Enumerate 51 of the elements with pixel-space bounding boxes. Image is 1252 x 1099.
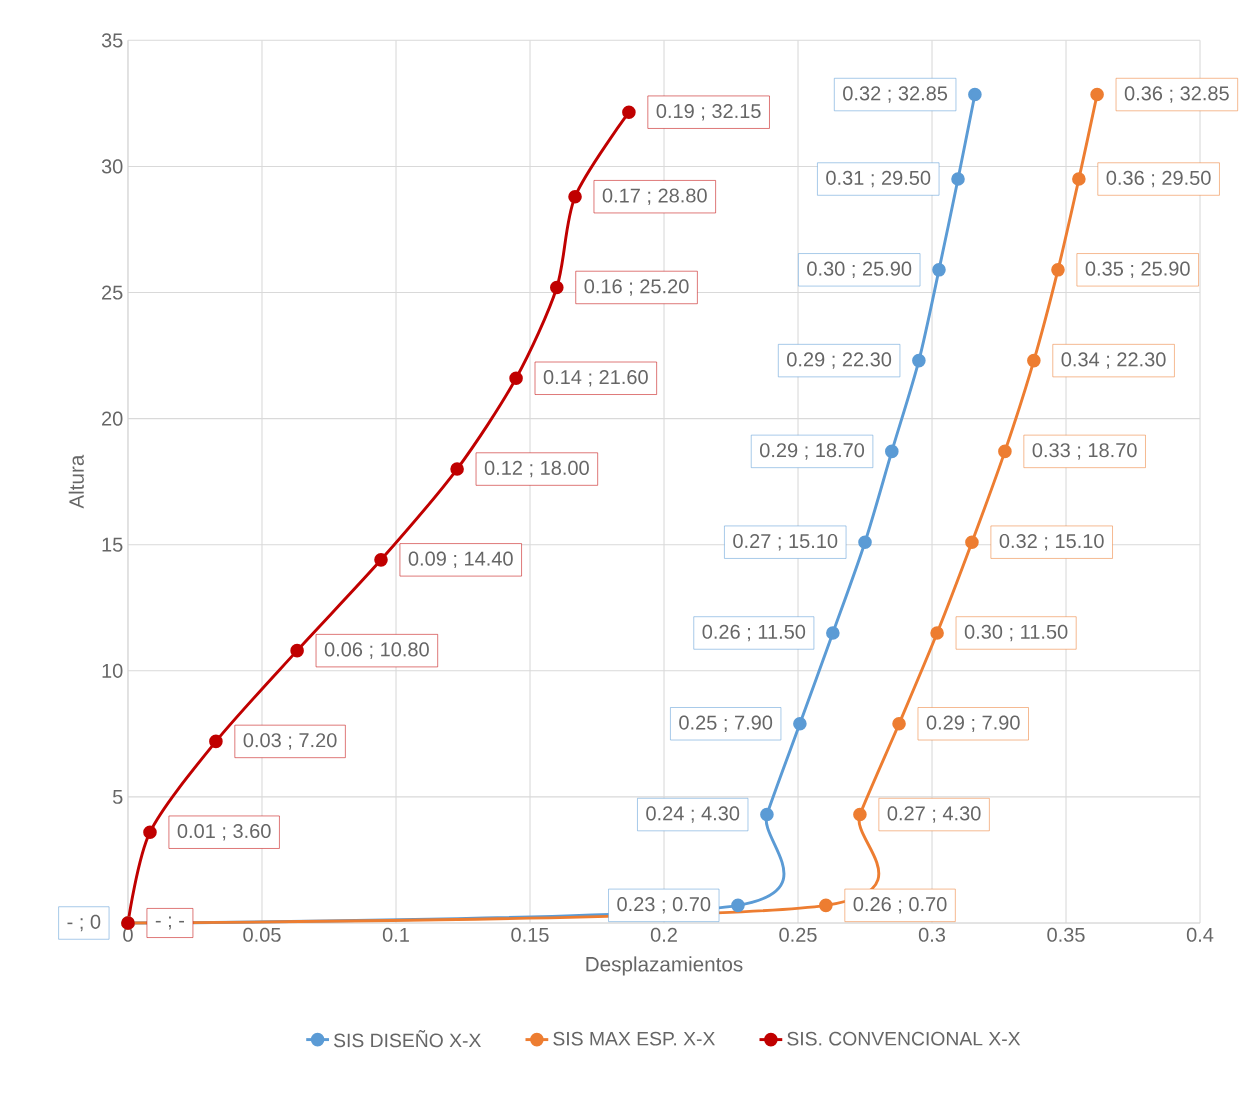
data-label: 0.35 ; 25.90 <box>1085 261 1190 279</box>
data-label: 0.26 ; 11.50 <box>702 624 806 642</box>
x-tick-label: 0.1 <box>382 927 409 942</box>
data-label: 0.31 ; 29.50 <box>826 170 931 188</box>
x-tick-label: 0.25 <box>779 927 817 942</box>
legend-label: SIS. CONVENCIONAL X-X <box>787 1031 1021 1046</box>
data-label: 0.01 ; 3.60 <box>177 823 271 841</box>
legend-label: SIS DISEÑO X-X <box>333 1030 481 1048</box>
data-label: 0.27 ; 15.10 <box>733 533 838 551</box>
x-tick-label: 0.2 <box>650 927 677 942</box>
data-label: 0.36 ; 32.85 <box>1124 86 1229 103</box>
data-label: 0.19 ; 32.15 <box>656 103 761 121</box>
data-label: 0.23 ; 0.70 <box>617 897 711 914</box>
x-tick-label: 0.35 <box>1047 927 1085 942</box>
data-label: 0.06 ; 10.80 <box>324 642 429 659</box>
y-tick-label: 25 <box>102 285 123 300</box>
y-tick-label: 10 <box>102 663 123 678</box>
x-tick-label: 0.4 <box>1186 927 1214 942</box>
y-tick-label: 35 <box>101 33 123 48</box>
x-tick-label: 0.05 <box>243 927 281 942</box>
data-label: 0.14 ; 21.60 <box>543 370 648 387</box>
x-tick-label: 0.3 <box>918 927 946 942</box>
y-tick-label: 20 <box>102 411 123 426</box>
y-axis-title: Altura <box>68 454 84 509</box>
data-label: 0.25 ; 7.90 <box>679 715 773 733</box>
y-tick-label: 5 <box>112 789 123 804</box>
data-label: 0.09 ; 14.40 <box>408 551 513 569</box>
data-label: 0.27 ; 4.30 <box>887 806 981 823</box>
data-label: - ; - <box>155 916 185 930</box>
data-label: 0.36 ; 29.50 <box>1106 170 1211 188</box>
x-axis-title: Desplazamientos <box>586 956 743 976</box>
data-label: 0.30 ; 11.50 <box>964 624 1068 642</box>
data-label: 0.12 ; 18.00 <box>484 460 589 478</box>
data-label: 0.32 ; 15.10 <box>999 533 1104 551</box>
data-label: 0.33 ; 18.70 <box>1032 443 1137 460</box>
y-tick-label: 15 <box>102 537 123 552</box>
y-tick-label: 30 <box>101 159 123 174</box>
data-label: 0.16 ; 25.20 <box>584 279 689 296</box>
data-label: 0.17 ; 28.80 <box>602 188 707 205</box>
data-label: 0.30 ; 25.90 <box>807 261 912 279</box>
data-label: 0.32 ; 32.85 <box>843 86 948 103</box>
data-label: - ; 0 <box>67 914 101 932</box>
data-label: 0.29 ; 7.90 <box>926 715 1020 733</box>
legend-label: SIS MAX ESP. X-X <box>553 1031 715 1046</box>
data-label: 0.34 ; 22.30 <box>1061 352 1166 369</box>
data-label: 0.26 ; 0.70 <box>853 897 947 914</box>
data-label: 0.03 ; 7.20 <box>243 733 337 750</box>
data-label: 0.29 ; 18.70 <box>760 443 865 460</box>
data-label: 0.24 ; 4.30 <box>646 806 740 823</box>
data-label: 0.29 ; 22.30 <box>787 352 892 369</box>
x-tick-label: 0.15 <box>511 927 549 942</box>
